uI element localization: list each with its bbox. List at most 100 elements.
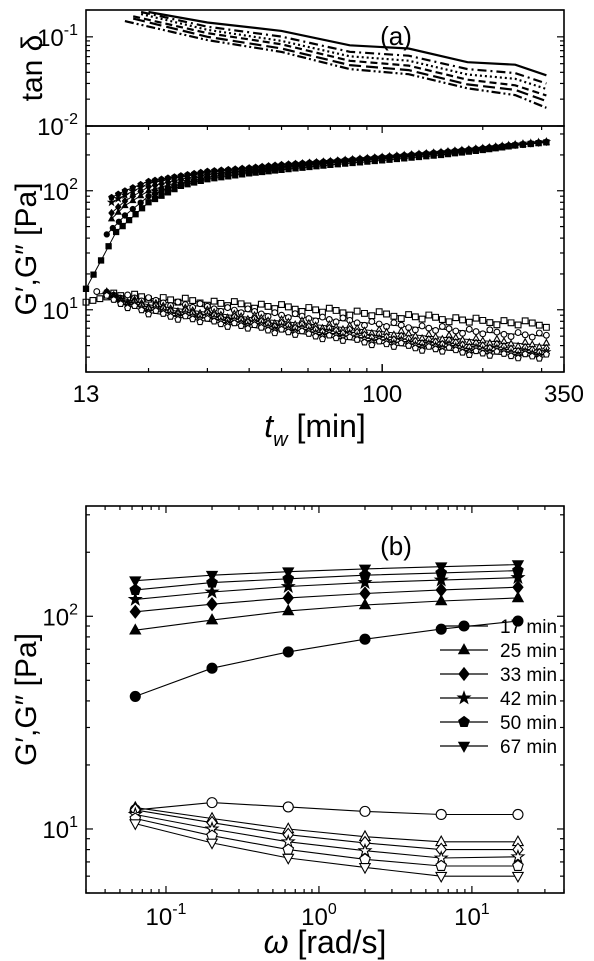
moduli-marker: [332, 307, 340, 314]
freq-y-tick-label: 101: [42, 814, 78, 844]
moduli-marker: [224, 304, 232, 312]
moduli-marker: [361, 309, 368, 317]
moduli-marker: [542, 323, 550, 331]
moduli-marker: [318, 335, 327, 343]
moduli-marker: [132, 211, 139, 218]
moduli-marker: [542, 331, 550, 339]
moduli-marker: [543, 138, 550, 145]
moduli-marker: [265, 162, 272, 169]
moduli-marker: [418, 315, 426, 323]
moduli-marker: [507, 333, 515, 341]
moduli-marker: [244, 324, 252, 332]
moduli-marker: [121, 212, 129, 219]
moduli-marker: [528, 352, 536, 360]
moduli-marker: [505, 141, 513, 148]
storage-modulus-marker: [435, 562, 448, 574]
moduli-marker: [291, 310, 299, 318]
moduli-marker: [306, 158, 313, 166]
moduli-marker: [93, 288, 101, 296]
moduli-marker: [346, 333, 354, 341]
moduli-marker: [498, 142, 506, 149]
moduli-marker: [128, 186, 138, 196]
moduli-marker: [117, 299, 125, 307]
moduli-marker: [152, 306, 160, 314]
legend-label: 67 min: [500, 737, 557, 758]
legend-marker: [458, 620, 470, 632]
freq-x-tick-label: 100: [301, 901, 337, 931]
moduli-marker: [129, 184, 137, 191]
moduli-marker: [371, 153, 379, 161]
storage-modulus-marker: [511, 591, 525, 603]
moduli-marker: [393, 152, 401, 159]
storage-modulus-marker: [359, 633, 371, 645]
moduli-marker: [411, 344, 420, 352]
moduli-marker: [305, 329, 313, 337]
moduli-marker: [320, 157, 327, 165]
moduli-marker: [327, 157, 334, 164]
tan-delta-line: [132, 15, 547, 97]
moduli-marker: [451, 147, 459, 154]
moduli-marker: [356, 155, 364, 162]
moduli-marker: [528, 333, 536, 341]
moduli-marker: [507, 319, 515, 327]
tan-delta-ylabel: tan δ: [16, 35, 49, 102]
panel-a-label: (a): [380, 21, 412, 51]
moduli-marker: [230, 298, 238, 306]
moduli-marker: [115, 218, 123, 225]
moduli-marker: [258, 162, 266, 170]
frequency-ylabel: G′,G″ [Pa]: [10, 633, 43, 766]
moduli-marker: [90, 271, 97, 278]
moduli-marker: [264, 326, 272, 334]
moduli-marker: [89, 296, 97, 304]
freq-y-tick-label: 102: [42, 601, 78, 631]
moduli-marker: [250, 321, 259, 329]
moduli-marker: [346, 311, 354, 319]
storage-modulus-line: [135, 620, 519, 697]
moduli-marker: [319, 308, 326, 316]
storage-modulus-marker: [512, 580, 524, 595]
loss-modulus-marker: [205, 838, 219, 850]
moduli-marker: [167, 296, 175, 304]
tan-delta-line: [140, 13, 547, 91]
moduli-marker: [535, 321, 543, 329]
moduli-marker: [452, 327, 460, 335]
moduli-marker: [368, 341, 376, 349]
storage-modulus-marker: [435, 582, 447, 598]
panel-b-label: (b): [380, 531, 412, 561]
moduli-marker: [397, 315, 405, 323]
moduli-marker: [103, 231, 110, 238]
freq-x-tick-label: 101: [454, 901, 490, 931]
moduli-marker: [339, 336, 347, 344]
moduli-marker: [459, 316, 466, 324]
moduli-marker: [400, 151, 408, 158]
moduli-marker: [479, 330, 487, 338]
moduli-marker: [500, 349, 508, 357]
moduli-line: [106, 297, 547, 358]
moduli-marker: [158, 175, 165, 182]
legend: 17 min 25 min 33 min 42 min 50 min 67 min: [440, 617, 557, 758]
moduli-time-plot: 101 102 13 100 350 tw [min] G′,G″ [Pa]: [10, 125, 584, 451]
storage-modulus-marker: [512, 615, 524, 627]
moduli-marker: [257, 300, 265, 308]
moduli-tick-label: 102: [42, 176, 78, 206]
storage-modulus-line: [135, 577, 519, 600]
moduli-marker: [485, 143, 493, 151]
storage-modulus-marker: [280, 578, 296, 593]
moduli-marker: [378, 153, 386, 160]
moduli-marker: [313, 158, 320, 165]
tan-delta-line: [148, 10, 547, 77]
moduli-line: [106, 293, 547, 347]
storage-modulus-marker: [206, 597, 218, 612]
moduli-marker: [238, 164, 246, 172]
moduli-marker: [217, 166, 225, 173]
x-tick-label: 100: [362, 381, 402, 408]
moduli-marker: [123, 304, 132, 312]
moduli-marker: [438, 316, 446, 323]
moduli-marker: [124, 291, 132, 299]
storage-modulus-marker: [205, 570, 219, 583]
moduli-marker: [129, 205, 136, 213]
moduli-marker: [375, 308, 383, 316]
moduli-marker: [210, 297, 218, 305]
moduli-marker: [325, 331, 333, 339]
tan-delta-tick-label: 10-1: [37, 22, 78, 52]
